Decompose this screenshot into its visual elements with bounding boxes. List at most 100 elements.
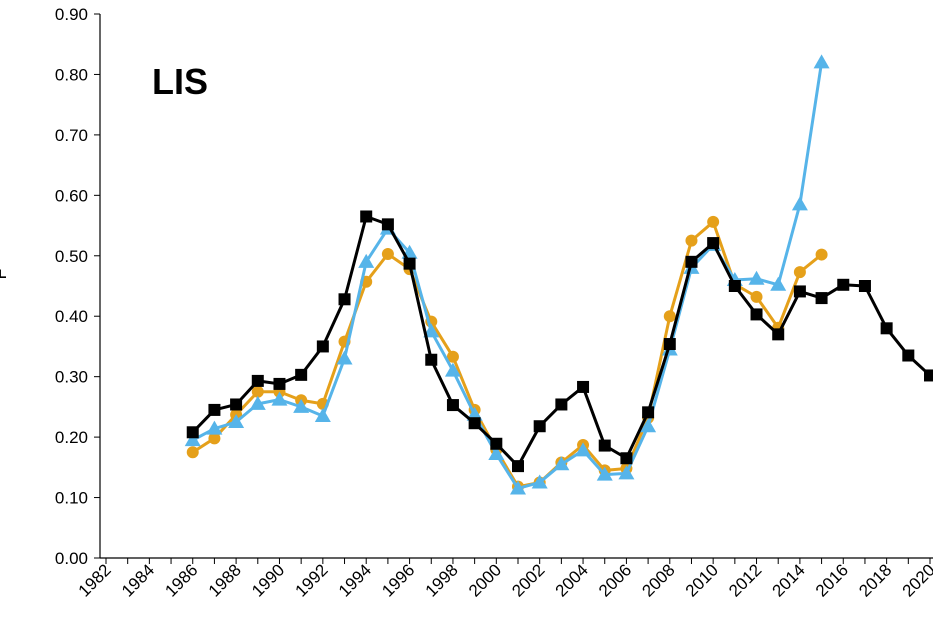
data-point: [707, 237, 720, 250]
data-point: [772, 328, 785, 341]
data-point: [553, 456, 570, 471]
series-line: [192, 62, 824, 490]
chart-title: LIS: [152, 61, 208, 102]
x-tick-label: 2006: [595, 560, 635, 600]
data-point: [707, 215, 720, 228]
data-point: [251, 385, 264, 398]
data-point: [512, 460, 524, 473]
data-point: [815, 292, 828, 305]
x-tick-label: 2008: [638, 560, 678, 600]
data-point: [425, 353, 438, 366]
data-point: [620, 452, 633, 465]
data-point: [381, 218, 394, 231]
data-point: [531, 474, 548, 489]
y-tick-label: 0.30: [55, 368, 88, 387]
y-tick-label: 0.50: [55, 247, 88, 266]
data-point: [251, 374, 264, 387]
x-tick-label: 2004: [552, 560, 592, 600]
data-point: [924, 369, 933, 382]
x-tick-label: 2016: [812, 560, 852, 600]
data-point: [728, 280, 741, 292]
data-point: [575, 442, 592, 457]
data-point: [423, 323, 440, 338]
data-point: [577, 380, 590, 393]
data-point: [249, 395, 266, 410]
data-point: [184, 432, 201, 447]
x-tick-label: 1994: [335, 560, 375, 600]
data-point: [750, 308, 763, 321]
x-tick-label: 2020: [899, 560, 933, 600]
data-point: [444, 362, 461, 377]
data-point: [791, 196, 808, 211]
y-tick-label: 0.40: [55, 307, 88, 326]
data-point: [685, 255, 698, 268]
data-point: [186, 426, 199, 439]
data-point: [271, 391, 288, 406]
data-point: [533, 420, 546, 433]
x-tick-label: 2012: [725, 560, 765, 600]
x-tick-label: 1984: [118, 560, 158, 600]
y-tick-label: 0.80: [55, 65, 88, 84]
x-tick-label: 1996: [378, 560, 418, 600]
data-point: [880, 322, 893, 335]
data-point: [446, 399, 459, 412]
data-point: [360, 210, 373, 223]
data-point: [403, 257, 416, 270]
data-point: [640, 418, 657, 433]
data-point: [228, 414, 245, 428]
y-axis-label: F: [0, 269, 10, 280]
data-point: [186, 446, 199, 459]
y-tick-label: 0.70: [55, 126, 88, 145]
data-point: [314, 407, 331, 422]
data-point: [338, 293, 351, 306]
data-point: [490, 437, 503, 450]
data-point: [858, 280, 871, 292]
data-point: [381, 247, 394, 260]
data-point: [663, 338, 676, 351]
x-tick-label: 2014: [769, 560, 809, 600]
data-point: [837, 278, 850, 291]
data-point: [748, 270, 765, 285]
series-1: [186, 215, 828, 493]
data-point: [208, 432, 221, 445]
data-point: [793, 266, 806, 279]
series-2: [184, 54, 830, 495]
data-point: [336, 350, 353, 365]
data-point: [813, 54, 830, 69]
x-tick-label: 1988: [205, 560, 245, 600]
data-point: [293, 398, 310, 413]
y-tick-label: 0.00: [55, 549, 88, 568]
data-point: [295, 368, 308, 381]
x-tick-label: 2010: [682, 560, 722, 600]
data-point: [642, 406, 655, 419]
data-point: [446, 350, 459, 363]
data-point: [618, 465, 635, 480]
x-tick-label: 1998: [422, 560, 462, 600]
data-point: [770, 276, 787, 291]
y-tick-label: 0.20: [55, 428, 88, 447]
data-point: [793, 285, 806, 298]
data-point: [510, 480, 526, 495]
y-tick-label: 0.90: [55, 5, 88, 24]
x-tick-label: 1986: [161, 560, 201, 600]
data-point: [902, 349, 915, 362]
data-point: [750, 290, 763, 303]
data-point: [273, 377, 286, 390]
data-point: [596, 466, 613, 481]
data-point: [685, 234, 698, 247]
data-point: [358, 253, 375, 268]
series-line: [191, 220, 823, 489]
x-tick-label: 2002: [508, 560, 548, 600]
data-point: [488, 446, 505, 461]
series-layer: [184, 54, 933, 495]
data-point: [316, 340, 329, 353]
data-point: [598, 439, 611, 452]
data-point: [815, 248, 828, 261]
x-tick-label: 2018: [855, 560, 895, 600]
x-tick-label: 2000: [465, 560, 505, 600]
data-point: [230, 398, 243, 411]
data-point: [663, 310, 676, 323]
data-point: [468, 417, 481, 430]
y-tick-label: 0.60: [55, 186, 88, 205]
